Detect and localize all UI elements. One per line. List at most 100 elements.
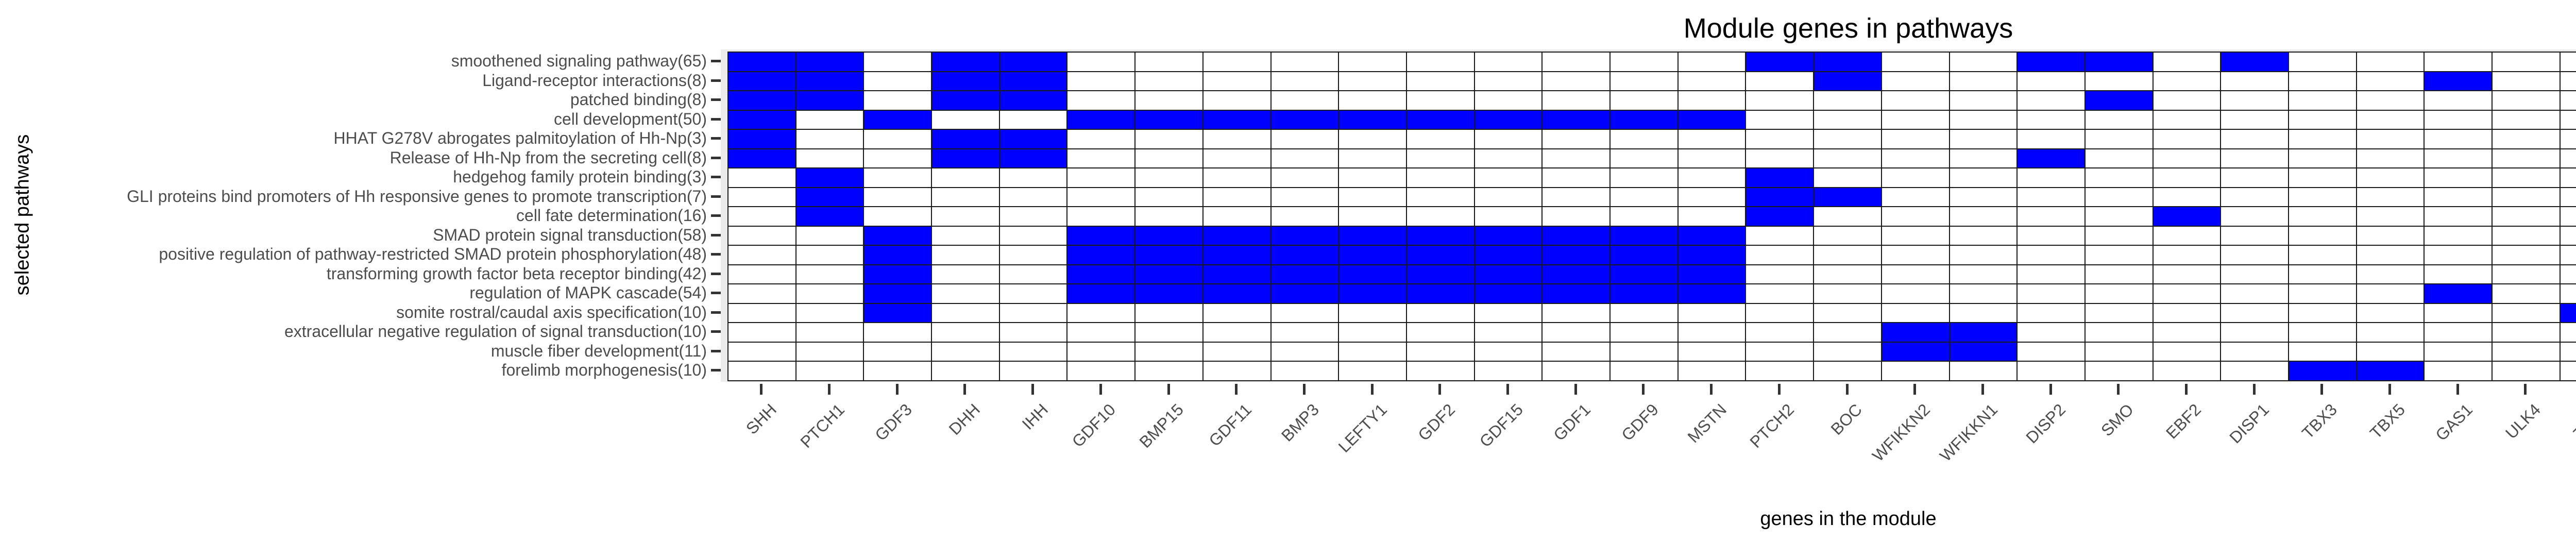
heatmap-cell — [2289, 149, 2357, 169]
heatmap-cell — [1136, 149, 1204, 169]
heatmap-cell — [1950, 130, 2018, 149]
heatmap-cell — [1814, 149, 1882, 169]
heatmap-cell — [864, 303, 933, 324]
heatmap-cell — [1611, 226, 1679, 246]
heatmap-cell — [1203, 303, 1272, 324]
heatmap-cell — [2425, 149, 2493, 169]
heatmap-cell — [1611, 110, 1679, 130]
x-tick-mark — [895, 384, 899, 395]
heatmap-cell — [1067, 303, 1136, 324]
heatmap-cell — [2153, 284, 2222, 304]
heatmap-cell — [2560, 362, 2576, 381]
heatmap-cell — [2289, 91, 2357, 111]
y-tick-label: HHAT G278V abrogates palmitoylation of H… — [333, 129, 707, 147]
heatmap-cell — [2425, 130, 2493, 149]
heatmap-cell — [2493, 323, 2561, 343]
heatmap-cell — [1611, 284, 1679, 304]
heatmap-cell — [1271, 284, 1340, 304]
heatmap-cell — [1475, 362, 1543, 381]
heatmap-cell — [1882, 303, 1950, 324]
y-tick-label: positive regulation of pathway-restricte… — [159, 245, 707, 263]
heatmap-cell — [2289, 342, 2357, 362]
heatmap-cell — [2493, 362, 2561, 381]
heatmap-cell — [932, 130, 1000, 149]
heatmap-cell — [1271, 149, 1340, 169]
x-tick-mark — [963, 384, 967, 395]
heatmap-cell — [2560, 265, 2576, 285]
heatmap-cell — [2289, 362, 2357, 381]
heatmap-cell — [2221, 342, 2290, 362]
heatmap-cell — [1814, 207, 1882, 227]
heatmap-cell — [2560, 246, 2576, 265]
y-tick-mark — [711, 156, 721, 159]
heatmap-cell — [1406, 265, 1475, 285]
heatmap-cell — [2560, 149, 2576, 169]
heatmap-cell — [1611, 323, 1679, 343]
heatmap-cell — [2289, 130, 2357, 149]
heatmap-cell — [864, 91, 933, 111]
heatmap-cell — [1814, 188, 1882, 208]
heatmap-cell — [1950, 207, 2018, 227]
heatmap-cell — [2153, 226, 2222, 246]
heatmap-cell — [2085, 91, 2154, 111]
heatmap-cell — [2018, 91, 2086, 111]
heatmap-cell — [864, 72, 933, 92]
heatmap-cell — [932, 226, 1000, 246]
heatmap-cell — [796, 265, 865, 285]
x-tick-mark — [2320, 384, 2324, 395]
y-tick-mark — [711, 137, 721, 140]
heatmap-cell — [796, 72, 865, 92]
heatmap-cell — [2357, 342, 2425, 362]
heatmap-cell — [1271, 53, 1340, 72]
heatmap-cell — [1543, 188, 1611, 208]
heatmap-cell — [2221, 207, 2290, 227]
heatmap-cell — [932, 246, 1000, 265]
heatmap-cell — [1271, 130, 1340, 149]
heatmap-cell — [1543, 323, 1611, 343]
heatmap-cell — [1882, 53, 1950, 72]
heatmap-cell — [2018, 265, 2086, 285]
y-tick-label: cell fate determination(16) — [516, 206, 707, 225]
heatmap-cell — [1611, 188, 1679, 208]
heatmap-cell — [999, 72, 1068, 92]
heatmap-cell — [2425, 53, 2493, 72]
heatmap-cell — [1271, 342, 1340, 362]
heatmap-cell — [1543, 303, 1611, 324]
heatmap-cell — [728, 226, 796, 246]
y-tick-mark — [711, 253, 721, 256]
heatmap-cell — [1406, 91, 1475, 111]
heatmap-cell — [2560, 207, 2576, 227]
heatmap-cell — [864, 149, 933, 169]
heatmap-cell — [1136, 362, 1204, 381]
heatmap-cell — [1271, 188, 1340, 208]
heatmap-cell — [1746, 168, 1815, 188]
y-tick-mark — [711, 214, 721, 217]
heatmap-cell — [1067, 110, 1136, 130]
heatmap-cell — [1611, 53, 1679, 72]
heatmap-cell — [2560, 72, 2576, 92]
heatmap-cell — [1203, 342, 1272, 362]
heatmap-cell — [2153, 303, 2222, 324]
x-tick-mark — [1438, 384, 1442, 395]
heatmap-cell — [1678, 323, 1747, 343]
x-tick-mark — [1642, 384, 1645, 395]
heatmap-cell — [796, 323, 865, 343]
heatmap-cell — [1611, 168, 1679, 188]
heatmap-cell — [2153, 168, 2222, 188]
heatmap-cell — [2493, 110, 2561, 130]
heatmap-cell — [2153, 53, 2222, 72]
heatmap-cell — [1339, 323, 1407, 343]
heatmap-cell — [796, 284, 865, 304]
heatmap-cell — [2357, 130, 2425, 149]
x-axis-title: genes in the module — [1760, 508, 1937, 530]
heatmap-cell — [2357, 362, 2425, 381]
heatmap-cell — [2085, 362, 2154, 381]
heatmap-cell — [864, 362, 933, 381]
heatmap-cell — [1339, 168, 1407, 188]
heatmap-cell — [1678, 168, 1747, 188]
heatmap-cell — [932, 53, 1000, 72]
heatmap-cell — [1882, 149, 1950, 169]
heatmap-cell — [2221, 168, 2290, 188]
heatmap-cell — [1950, 284, 2018, 304]
heatmap-cell — [2221, 110, 2290, 130]
